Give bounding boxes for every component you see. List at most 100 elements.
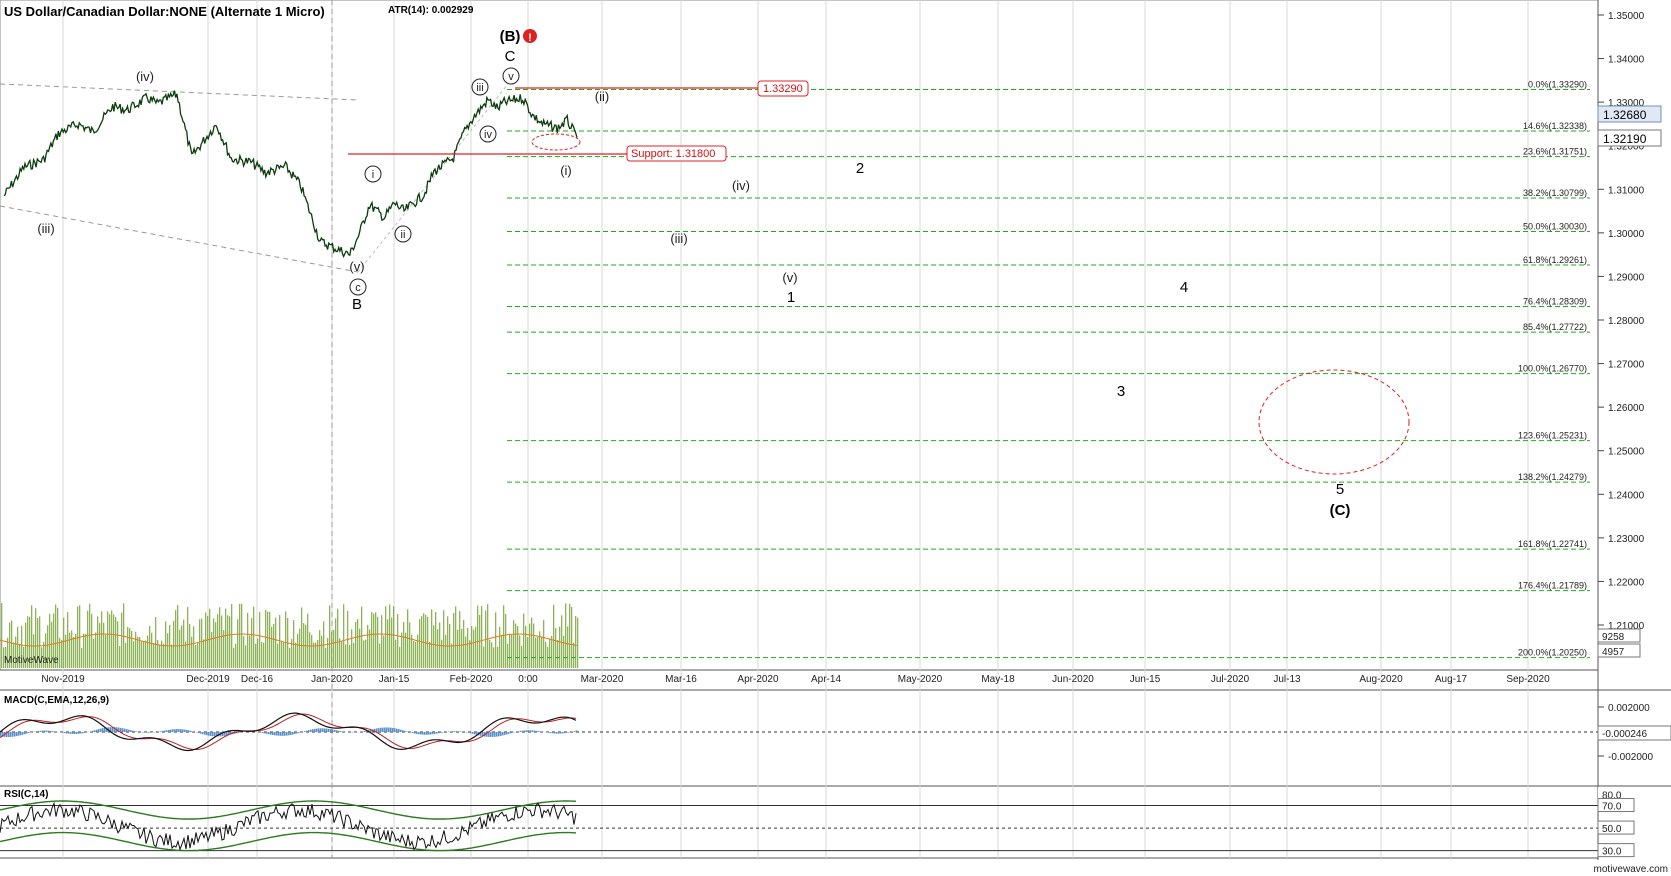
- volume-bar: [267, 611, 269, 668]
- price-box-1: [1597, 105, 1662, 123]
- macd-hist-bar: [508, 732, 510, 734]
- macd-hist-bar: [100, 728, 102, 732]
- fib-label: 38.2%(1.30799): [1523, 188, 1587, 198]
- macd-hist-bar: [44, 730, 46, 732]
- macd-hist-bar: [370, 729, 372, 732]
- macd-hist-bar: [14, 732, 16, 737]
- fib-label: 100.0%(1.26770): [1518, 364, 1587, 374]
- volume-bar: [451, 643, 453, 668]
- volume-bar: [273, 623, 275, 668]
- volume-bar: [531, 617, 533, 668]
- rsi-upper-band: [0, 800, 577, 820]
- xtick-label: Apr-14: [811, 674, 841, 685]
- wave-c-circle: c: [355, 282, 361, 294]
- macd-hist-bar: [150, 732, 152, 733]
- volume-bar: [269, 611, 271, 668]
- time-axis-ticks: Nov-2019 Dec-2019 Dec-16 Jan-2020 Jan-15 Feb-…: [41, 674, 1550, 685]
- macd-hist-bar: [506, 732, 508, 735]
- macd-hist-bar: [488, 732, 490, 737]
- price-box-2-text: 1.32190: [1603, 132, 1647, 146]
- volume-bar: [371, 611, 373, 668]
- price-panel-frame: [0, 0, 1599, 671]
- volume-bar: [51, 621, 53, 668]
- volume-bar: [255, 643, 257, 668]
- volume-bar: [325, 647, 327, 668]
- macd-hist-bar: [18, 732, 20, 736]
- macd-hist-bar: [132, 730, 134, 732]
- macd-hist-bar: [520, 730, 522, 732]
- volume-bar: [193, 626, 195, 668]
- macd-hist-bar: [128, 729, 130, 732]
- volume-bar: [121, 612, 123, 668]
- xtick-label: Mar-2020: [581, 674, 624, 685]
- macd-hist-bar: [108, 727, 110, 732]
- fib-label: 200.0%(1.20250): [1518, 648, 1587, 658]
- macd-hist-bar: [276, 732, 278, 736]
- wave-C: C: [505, 48, 516, 65]
- volume-bar: [533, 623, 535, 668]
- macd-hist-bar: [270, 732, 272, 735]
- resistance-box: [757, 80, 809, 97]
- volume-bar: [329, 605, 331, 668]
- macd-hist-bar: [54, 731, 56, 732]
- macd-hist-bar: [272, 732, 274, 736]
- volume-bar: [87, 610, 89, 668]
- macd-hist-bar: [476, 732, 478, 735]
- wave-iv-top: (iv): [136, 69, 154, 84]
- ytick-label: 1.30000: [1608, 229, 1645, 240]
- macd-hist-bar: [178, 729, 180, 732]
- xtick-label: Apr-2020: [737, 674, 779, 685]
- volume-bar: [437, 629, 439, 668]
- macd-hist-bar: [52, 731, 54, 732]
- macd-hist-bar: [500, 732, 502, 736]
- macd-hist-bar: [416, 732, 418, 734]
- volume-bar: [235, 643, 237, 668]
- macd-hist-bar: [490, 732, 492, 737]
- volume-bar: [279, 615, 281, 668]
- trendlines: [0, 83, 509, 273]
- volume-bar: [175, 610, 177, 668]
- volume-bar: [65, 634, 67, 668]
- wave-v-low: (v): [349, 259, 364, 274]
- volume-bar: [373, 613, 375, 668]
- volume-bar: [153, 643, 155, 668]
- volume-bar: [231, 603, 233, 668]
- volume-bar: [489, 640, 491, 668]
- volume-bar: [423, 613, 425, 668]
- price-box-2: [1597, 129, 1662, 147]
- macd-hist-bar: [534, 730, 536, 732]
- volume-bar: [497, 646, 499, 668]
- macd-hist-bar: [482, 732, 484, 737]
- price-box-1-text: 1.32680: [1603, 108, 1647, 122]
- macd-hist-bar: [526, 730, 528, 732]
- macd-hist-bar: [204, 732, 206, 735]
- macd-hist-bar: [332, 729, 334, 732]
- macd-hist-bar: [322, 728, 324, 732]
- volume-bar: [339, 638, 341, 668]
- rsi-tick-label: 50.0: [1602, 824, 1622, 835]
- macd-hist-bar: [468, 732, 470, 733]
- volume-bar: [103, 622, 105, 668]
- macd-hist-bar: [62, 732, 64, 733]
- fib-label: 123.6%(1.25231): [1518, 431, 1587, 441]
- macd-hist-bar: [98, 729, 100, 732]
- volume-bar: [45, 633, 47, 668]
- volume-bar: [277, 643, 279, 668]
- volume-bar: [19, 643, 21, 668]
- macd-hist-bar: [294, 732, 296, 735]
- volume-bar: [263, 642, 265, 668]
- macd-hist-bar: [404, 730, 406, 732]
- rsi-title: RSI(C,14): [4, 789, 48, 800]
- macd-hist-bar: [48, 730, 50, 732]
- macd-hist-bar: [92, 730, 94, 732]
- volume-bar: [563, 635, 565, 668]
- macd-hist-bar: [216, 732, 218, 737]
- volume-bar: [53, 613, 55, 668]
- alert-icon[interactable]: [523, 29, 537, 43]
- macd-hist-bar: [102, 728, 104, 732]
- macd-hist-bar: [208, 732, 210, 736]
- macd-hist-bar: [420, 732, 422, 735]
- fib-label: 50.0%(1.30030): [1523, 222, 1587, 232]
- macd-hist-bar: [76, 732, 78, 734]
